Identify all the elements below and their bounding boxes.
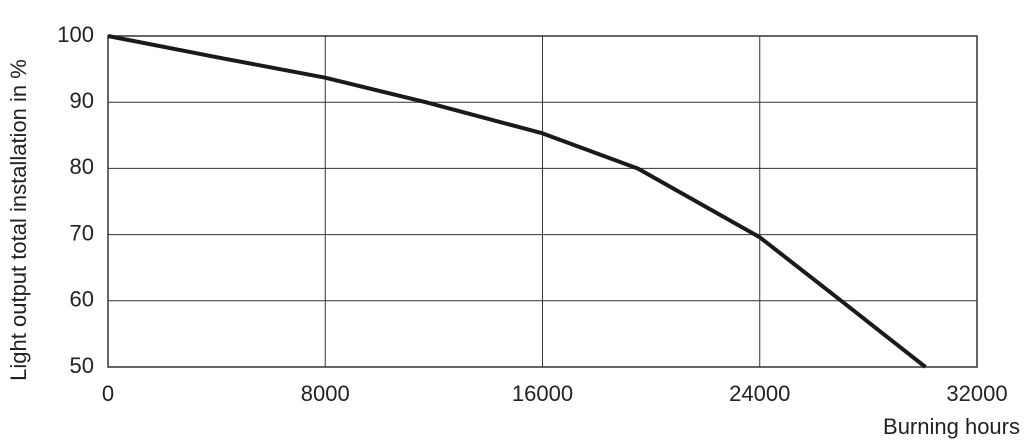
y-tick-label: 100 xyxy=(57,22,94,47)
y-tick-label: 50 xyxy=(70,353,94,378)
x-tick-label: 32000 xyxy=(946,381,1007,406)
x-tick-label: 16000 xyxy=(512,381,573,406)
x-tick-label: 8000 xyxy=(301,381,350,406)
y-tick-label: 80 xyxy=(70,154,94,179)
y-tick-label: 90 xyxy=(70,88,94,113)
x-tick-label: 0 xyxy=(102,381,114,406)
y-tick-label: 60 xyxy=(70,287,94,312)
y-tick-label: 70 xyxy=(70,220,94,245)
x-axis-label: Burning hours xyxy=(883,414,1020,439)
plot-frame xyxy=(107,35,978,368)
data-line xyxy=(107,34,927,369)
x-tick-label: 24000 xyxy=(729,381,790,406)
y-axis-label: Light output total installation in % xyxy=(6,59,31,381)
